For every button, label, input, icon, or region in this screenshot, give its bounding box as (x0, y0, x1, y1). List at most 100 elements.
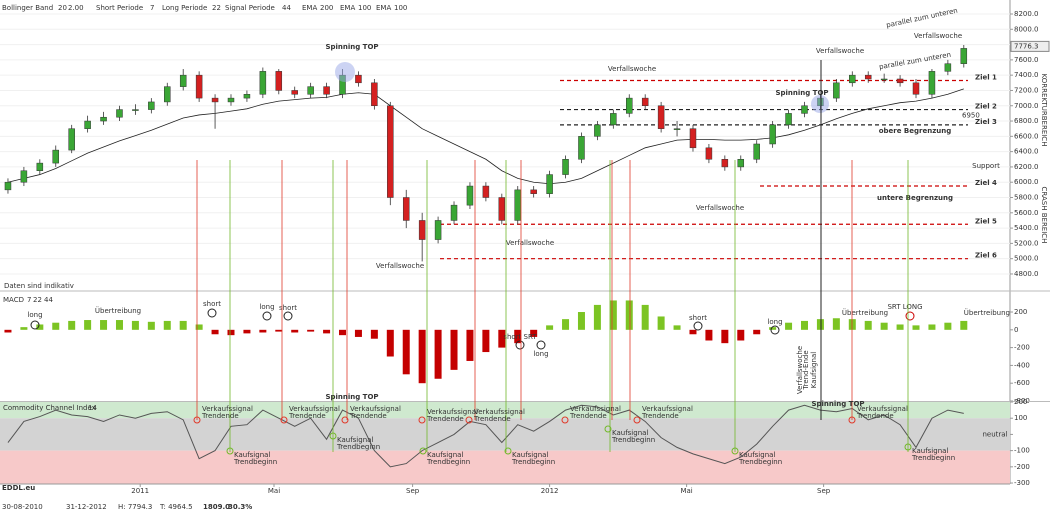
annotation: short (203, 300, 221, 308)
buy-signal: Trendbeginn (611, 436, 655, 444)
signal-circle (536, 340, 546, 350)
panel-title: MACD (3, 296, 24, 304)
signal-circle (207, 308, 217, 318)
signal-circle (848, 416, 856, 424)
macd-bar (800, 320, 808, 330)
candle-body (849, 74, 856, 84)
signal-circle (226, 447, 234, 455)
candle-body (68, 128, 75, 151)
buy-signal: Trendbeginn (426, 458, 470, 466)
annotation: short SRT (503, 333, 537, 341)
panel-title: 22 (33, 296, 42, 304)
signal-circle (561, 416, 569, 424)
macd-bar (402, 329, 410, 375)
candle-body (275, 71, 283, 91)
buy-signal: Kaufsignal (739, 451, 775, 459)
candle-body (4, 181, 12, 191)
panel-title: Commodity Channel Index (3, 404, 96, 412)
legend-text: Bollinger Band (2, 4, 53, 12)
signal-circle (262, 311, 272, 321)
y-tick-label: 6200.0 (1014, 163, 1039, 171)
target-label: Ziel 1 (975, 74, 997, 82)
candle-body (721, 159, 729, 168)
candle-body (896, 78, 904, 84)
legend-text: Signal Periode (225, 4, 275, 12)
macd-bar (593, 304, 601, 330)
annotation: Verfallswoche (506, 239, 554, 247)
cci-band (0, 418, 1010, 451)
candle-body (546, 174, 553, 194)
macd-bar (418, 329, 426, 384)
macd-bar (785, 322, 793, 330)
candle-body (689, 128, 697, 149)
target-label: Ziel 4 (975, 179, 997, 187)
annotation: long (533, 350, 548, 358)
annotation: Verfallswoche (608, 65, 656, 73)
candle-body (864, 74, 872, 80)
sell-signal: Trendende (349, 412, 387, 420)
price-label: 7776.3 (1014, 42, 1039, 50)
annotation: short (689, 314, 707, 322)
candle-body (291, 90, 298, 95)
legend-text: Short Periode (96, 4, 143, 12)
signal-circle (770, 325, 780, 335)
y-tick-label: 7600.0 (1014, 56, 1039, 64)
status-text: 30-08-2010 (2, 503, 43, 511)
macd-bar (84, 320, 92, 330)
macd-bar (689, 329, 697, 335)
sell-signal: Trendende (473, 415, 511, 423)
macd-bar (115, 320, 123, 330)
legend-text: EMA (376, 4, 391, 12)
candle-body (371, 82, 378, 106)
macd-bar (944, 322, 952, 330)
legend-text: Long Periode (162, 4, 207, 12)
legend-text: 2.00 (68, 4, 84, 12)
macd-bar (450, 329, 458, 370)
macd-bar (195, 324, 203, 330)
annotation: Verfallswoche (376, 262, 424, 270)
annotation: Kaufsignal (810, 352, 818, 388)
y-tick-label: 7000.0 (1014, 102, 1039, 110)
panel-title: 14 (88, 404, 97, 412)
signal-circle (515, 340, 525, 350)
macd-bar (753, 329, 761, 335)
macd-bar (816, 319, 824, 330)
y-tick-label: -600 (1014, 379, 1030, 387)
legend-text: 100 (358, 4, 371, 12)
candle-body (450, 204, 458, 221)
candle-body (641, 97, 649, 106)
annotation: untere Begrenzung (877, 194, 953, 202)
candle-body (402, 197, 410, 221)
candle-body (466, 185, 474, 206)
candle-body (195, 74, 203, 99)
macd-bar (275, 329, 283, 332)
buy-signal: Trendbeginn (233, 458, 277, 466)
candle-body (132, 109, 139, 111)
candle-body (179, 74, 187, 87)
candle-body (928, 71, 936, 95)
candle-body (355, 74, 362, 84)
annotation: obere Begrenzung (879, 127, 952, 135)
signal-circle (731, 447, 739, 455)
panel-title: 44 (44, 296, 53, 304)
annotation: long (27, 311, 42, 319)
candle-body (594, 124, 601, 137)
candle-body (833, 82, 840, 99)
target-label: Ziel 6 (975, 252, 997, 260)
status-text: 30.3% (228, 503, 252, 511)
macd-bar (259, 329, 267, 333)
annotation: Daten sind indikativ (4, 282, 74, 290)
macd-bar (243, 329, 251, 334)
target-label: Ziel 3 (975, 118, 997, 126)
y-tick-label: 5800.0 (1014, 194, 1039, 202)
macd-bar (211, 329, 219, 335)
candle-body (801, 105, 808, 114)
y-tick-label: 6800.0 (1014, 117, 1039, 125)
annotation: long (259, 303, 274, 311)
macd-bar (354, 329, 362, 337)
macd-bar (147, 321, 155, 330)
candle-body (20, 170, 28, 183)
macd-bar (960, 320, 968, 330)
macd-bar (880, 322, 888, 330)
